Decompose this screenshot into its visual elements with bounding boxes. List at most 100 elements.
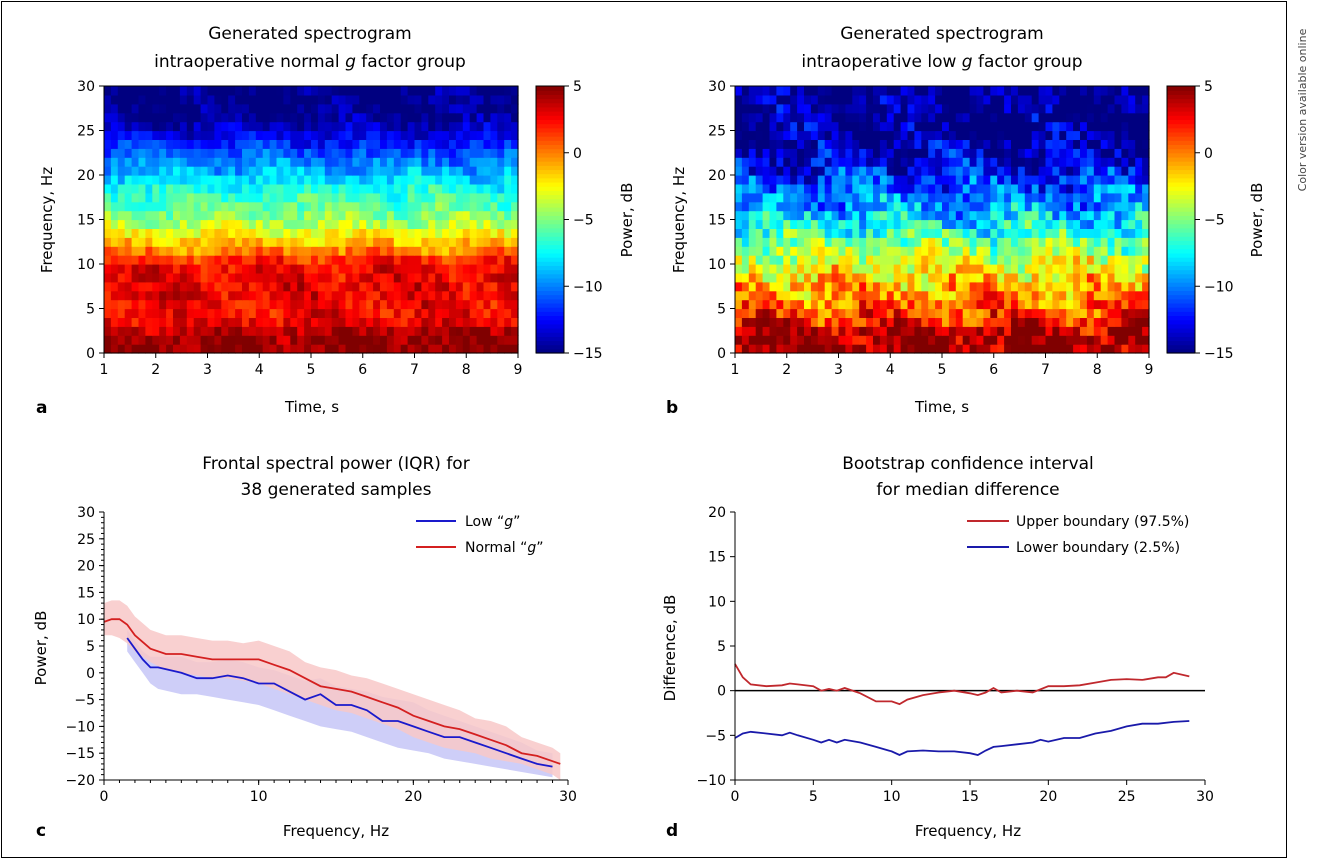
heatmap-cell <box>386 130 395 140</box>
heatmap-cell <box>276 290 284 301</box>
heatmap-cell <box>900 290 909 301</box>
heatmap-cell <box>152 335 160 345</box>
heatmap-cell <box>790 272 798 283</box>
colorbar-tick-label: −5 <box>1204 213 1225 229</box>
heatmap-cell <box>311 281 319 292</box>
heatmap-cell <box>873 130 881 140</box>
heatmap-cell <box>221 344 229 354</box>
heatmap-cell <box>928 86 936 96</box>
heatmap-cell <box>866 192 874 203</box>
heatmap-cell <box>976 272 984 283</box>
heatmap-cell <box>914 166 922 176</box>
heatmap-cell <box>852 148 860 158</box>
heatmap-cell <box>352 237 360 247</box>
heatmap-cell <box>1114 326 1122 336</box>
heatmap-cell <box>1024 121 1033 132</box>
heatmap-cell <box>283 264 291 274</box>
heatmap-cell <box>1128 335 1136 345</box>
heatmap-cell <box>1038 201 1047 212</box>
heatmap-cell <box>366 246 374 256</box>
heatmap-cell <box>110 86 119 96</box>
heatmap-cell <box>131 299 140 310</box>
heatmap-cell <box>317 228 326 238</box>
heatmap-cell <box>435 175 443 185</box>
heatmap-cell <box>955 175 964 185</box>
x-tick-label: 8 <box>462 362 471 378</box>
heatmap-cell <box>1107 317 1116 327</box>
heatmap-cell <box>297 290 305 301</box>
heatmap-cell <box>1142 308 1150 318</box>
heatmap-cell <box>797 210 805 221</box>
heatmap-cell <box>983 344 991 354</box>
heatmap-cell <box>873 112 881 123</box>
heatmap-cell <box>276 264 284 274</box>
colorbar-step <box>1167 156 1195 162</box>
heatmap-cell <box>297 326 305 336</box>
heatmap-cell <box>1080 157 1088 167</box>
heatmap-cell <box>276 246 284 256</box>
heatmap-cell <box>797 317 805 327</box>
heatmap-cell <box>276 112 284 123</box>
heatmap-cell <box>117 246 126 256</box>
heatmap-cell <box>462 157 471 167</box>
heatmap-cell <box>393 166 402 176</box>
heatmap-cell <box>845 335 853 345</box>
heatmap-cell <box>166 281 174 292</box>
heatmap-cell <box>1107 281 1116 292</box>
heatmap-cell <box>462 272 471 283</box>
heatmap-cell <box>1121 255 1129 265</box>
colorbar-step <box>1167 102 1195 108</box>
heatmap-cell <box>997 264 1005 274</box>
heatmap-cell <box>138 210 146 221</box>
heatmap-cell <box>311 344 319 354</box>
heatmap-cell <box>1086 344 1095 354</box>
heatmap-cell <box>462 201 471 212</box>
panel-c-legend: Low “g” Normal “g” <box>416 514 544 556</box>
heatmap-cell <box>1038 255 1047 265</box>
heatmap-cell <box>186 246 195 256</box>
heatmap-cell <box>262 219 271 229</box>
heatmap-cell <box>497 272 505 283</box>
heatmap-cell <box>290 317 298 327</box>
heatmap-cell <box>859 86 867 96</box>
heatmap-cell <box>166 290 174 301</box>
heatmap-cell <box>200 121 209 132</box>
heatmap-cell <box>407 175 416 185</box>
heatmap-cell <box>879 255 888 265</box>
heatmap-cell <box>1080 166 1088 176</box>
heatmap-cell <box>345 139 353 149</box>
heatmap-cell <box>179 121 188 132</box>
heatmap-cell <box>983 139 991 149</box>
heatmap-cell <box>262 121 271 132</box>
heatmap-cell <box>193 255 202 265</box>
heatmap-cell <box>948 175 957 185</box>
heatmap-cell <box>1142 192 1150 203</box>
heatmap-cell <box>455 335 464 345</box>
heatmap-cell <box>407 201 416 212</box>
heatmap-cell <box>1121 299 1129 310</box>
heatmap-cell <box>131 183 140 194</box>
heatmap-cell <box>1024 237 1033 247</box>
heatmap-cell <box>955 228 964 238</box>
heatmap-cell <box>1086 326 1095 336</box>
heatmap-cell <box>317 299 326 310</box>
heatmap-cell <box>735 255 743 265</box>
heatmap-cell <box>138 246 146 256</box>
heatmap-cell <box>421 157 429 167</box>
heatmap-cell <box>186 317 195 327</box>
heatmap-cell <box>179 112 188 123</box>
heatmap-cell <box>159 157 167 167</box>
heatmap-cell <box>845 175 853 185</box>
heatmap-cell <box>1128 183 1136 194</box>
y-tick-label: 30 <box>77 79 95 95</box>
heatmap-cell <box>304 308 312 318</box>
heatmap-cell <box>962 272 971 283</box>
heatmap-cell <box>873 264 881 274</box>
colorbar-step <box>536 161 564 166</box>
heatmap-cell <box>900 219 909 229</box>
heatmap-cell <box>755 166 764 176</box>
heatmap-cell <box>442 183 450 194</box>
heatmap-cell <box>338 148 347 158</box>
heatmap-cell <box>755 219 764 229</box>
heatmap-cell <box>859 112 867 123</box>
